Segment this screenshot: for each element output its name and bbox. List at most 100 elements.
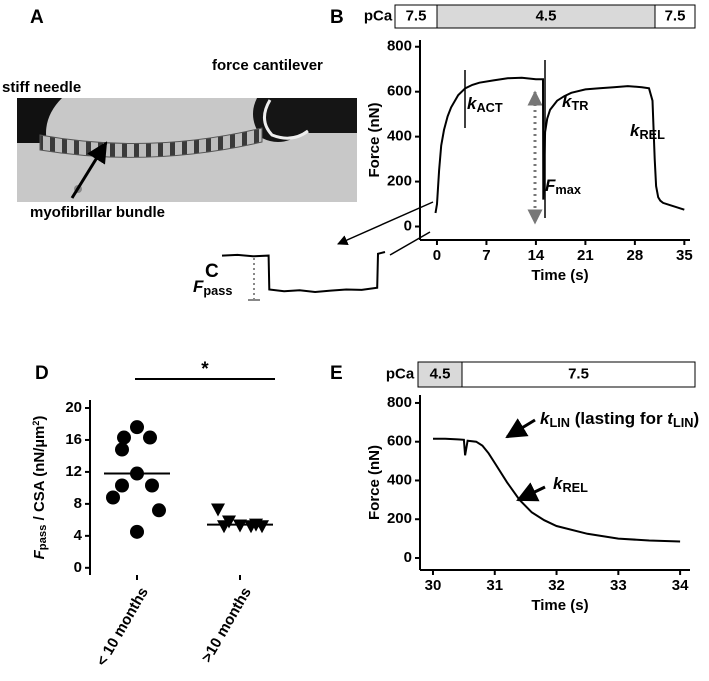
arrow [516, 482, 546, 502]
arrow [505, 418, 536, 439]
panel-label: D [35, 363, 49, 384]
text-part: LIN [673, 415, 694, 430]
text-part: ) [694, 409, 700, 428]
pca-value: 7.5 [406, 7, 427, 24]
pca-value: 4.5 [430, 365, 451, 382]
dot [152, 503, 166, 518]
dot [117, 430, 131, 445]
annotation: Fpass [193, 277, 232, 298]
panel-label: C [205, 261, 219, 282]
connector [389, 231, 431, 256]
text-part: REL [562, 480, 588, 495]
pca-value: 7.5 [665, 7, 686, 24]
annotation: kACT [467, 94, 503, 115]
y-axis-label: Fpass / CSA (nN/µm2) [31, 416, 49, 560]
dot [115, 442, 129, 457]
pca-segment [461, 361, 696, 388]
y-tick-label: 200 [387, 510, 412, 527]
pca-segment [654, 4, 696, 29]
text-part: pass [203, 283, 232, 298]
x-tick-label: 21 [577, 247, 594, 264]
dot [145, 478, 159, 493]
dot [130, 420, 144, 435]
x-tick-label: 33 [610, 577, 627, 594]
text-part: / CSA (nN/µm [31, 426, 48, 525]
micrograph [17, 98, 357, 202]
y-axis-label: Force (nN) [366, 445, 383, 520]
text-part: 2 [31, 421, 41, 426]
x-tick-label: 7 [482, 247, 490, 264]
annotation: kTR [562, 92, 588, 113]
dot [233, 519, 247, 533]
text-part: ) [31, 416, 48, 421]
y-tick-label: 600 [387, 83, 412, 100]
text-part: F [193, 277, 204, 296]
x-tick-label: 31 [486, 577, 503, 594]
x-tick-label: >10 months [198, 584, 255, 665]
y-tick-label: 800 [387, 38, 412, 55]
text-part: REL [639, 127, 665, 142]
x-tick-label: 34 [672, 577, 689, 594]
annotation: Fmax [545, 176, 581, 197]
y-tick-label: 20 [65, 399, 82, 416]
x-tick-label: 32 [548, 577, 565, 594]
trace [434, 76, 685, 214]
text-part: F [545, 176, 556, 195]
dot [211, 503, 225, 517]
dot [143, 430, 157, 445]
y-tick-label: 0 [74, 559, 82, 576]
needle-label: stiff needle [2, 79, 81, 96]
text-part: k [540, 409, 551, 428]
text-part: t [667, 409, 674, 428]
annotation: kREL [553, 474, 588, 495]
trace [221, 251, 386, 294]
y-tick-label: 400 [387, 128, 412, 145]
dot [106, 490, 120, 505]
text-part: k [467, 94, 478, 113]
y-tick-label: 600 [387, 433, 412, 450]
panel-label: A [30, 7, 44, 28]
panel-label: E [330, 363, 343, 384]
y-tick-label: 12 [65, 463, 82, 480]
arrow [70, 141, 108, 199]
trace [433, 437, 681, 543]
text-part: k [553, 474, 564, 493]
y-tick-label: 8 [74, 495, 82, 512]
pca-label: pCa [386, 365, 415, 382]
dot [115, 478, 129, 493]
pca-segment [417, 361, 463, 388]
significance: * [201, 359, 209, 380]
x-tick-label: 14 [528, 247, 545, 264]
x-tick-label: 35 [676, 247, 693, 264]
pca-value: 4.5 [536, 7, 557, 24]
annotation: kREL [630, 121, 665, 142]
y-axis-label: Force (nN) [366, 102, 383, 177]
text-part: pass [37, 525, 49, 551]
cantilever-label: force cantilever [212, 57, 323, 74]
text-part: LIN [549, 415, 570, 430]
text-part: k [630, 121, 641, 140]
x-axis-label: Time (s) [531, 267, 588, 284]
panel-label: B [330, 7, 344, 28]
y-tick-label: 4 [74, 527, 83, 544]
pca-value: 7.5 [568, 365, 589, 382]
bundle-label: myofibrillar bundle [30, 204, 165, 221]
text-part: max [555, 182, 581, 197]
dot [217, 520, 231, 534]
text-part: F [31, 549, 48, 559]
y-tick-label: 16 [65, 431, 82, 448]
y-tick-label: 200 [387, 173, 412, 190]
connector [337, 201, 434, 245]
x-axis-label: Time (s) [531, 597, 588, 614]
y-tick-label: 400 [387, 471, 412, 488]
text-part: ACT [476, 100, 502, 115]
pca-label: pCa [364, 7, 393, 24]
x-tick-label: 28 [627, 247, 644, 264]
x-tick-label: 30 [425, 577, 442, 594]
x-tick-label: < 10 months [93, 584, 152, 669]
x-tick-label: 0 [433, 247, 441, 264]
annotation: kLIN (lasting for tLIN) [540, 409, 699, 430]
text-part: TR [571, 98, 588, 113]
y-tick-label: 800 [387, 394, 412, 411]
